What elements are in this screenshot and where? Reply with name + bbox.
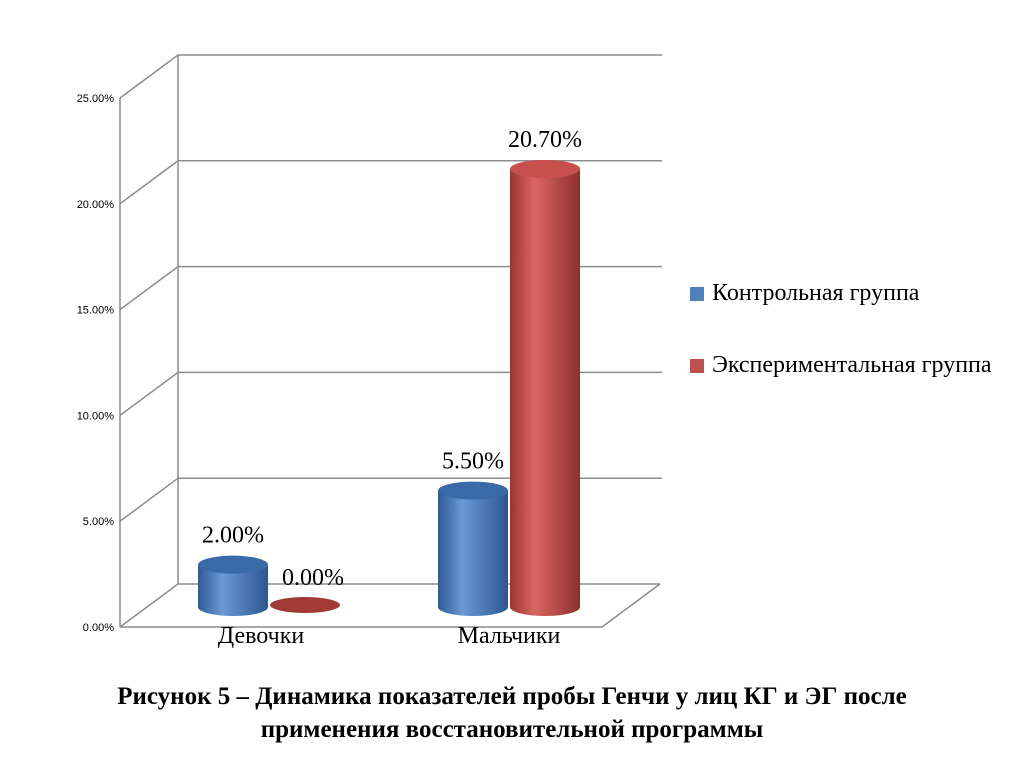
data-label: 0.00% [282,565,344,591]
category-label: Девочки [218,623,305,649]
legend-swatch-control [690,287,704,301]
legend-label-control: Контрольная группа [712,280,920,306]
bar-1-1 [510,168,580,616]
bars [198,159,580,616]
data-label: 20.70% [508,127,582,153]
legend-swatch-experimental [690,359,704,373]
chart: 0.00% 5.00% 10.00% 15.00% 20.00% 25.00% 2.00%… [77,54,662,649]
bar-top-0-0 [198,555,268,574]
bar-top-1-1 [510,159,580,178]
legend: Контрольная группа Экспериментальная гру… [690,278,1010,422]
caption-line-1: Рисунок 5 – Динамика показателей пробы Г… [117,683,907,710]
y-tick-label: 10.00% [77,410,115,422]
labels: 2.00% 0.00% Девочки 5.50% 20.70% Мальчики [202,127,582,649]
y-tick-label: 0.00% [83,622,114,634]
gridline [119,160,662,205]
legend-label-experimental: Экспериментальная группа [712,352,992,378]
gridline [119,371,662,417]
caption-line-2: применения восстановительной программы [260,716,764,743]
figure-caption: Рисунок 5 – Динамика показателей пробы Г… [0,680,1024,746]
data-label: 5.50% [442,449,504,475]
legend-item-experimental: Экспериментальная группа [690,350,1010,380]
y-tick-label: 20.00% [77,199,115,211]
floor-front-edge [120,583,661,628]
bar-0-1 [270,597,340,613]
category-label: Мальчики [458,623,561,649]
gridline [119,477,662,522]
y-tick-label: 25.00% [77,93,115,105]
data-label: 2.00% [202,523,264,549]
bar-top-1-0 [438,481,508,500]
value-axis: 0.00% 5.00% 10.00% 15.00% 20.00% 25.00% [77,55,179,634]
legend-item-control: Контрольная группа [690,278,1010,308]
y-tick-label: 15.00% [77,305,115,317]
gridline [119,54,662,99]
gridline [119,265,662,311]
bar-0-0 [198,564,268,616]
bar-1-0 [438,490,508,616]
y-tick-label: 5.00% [83,516,114,528]
